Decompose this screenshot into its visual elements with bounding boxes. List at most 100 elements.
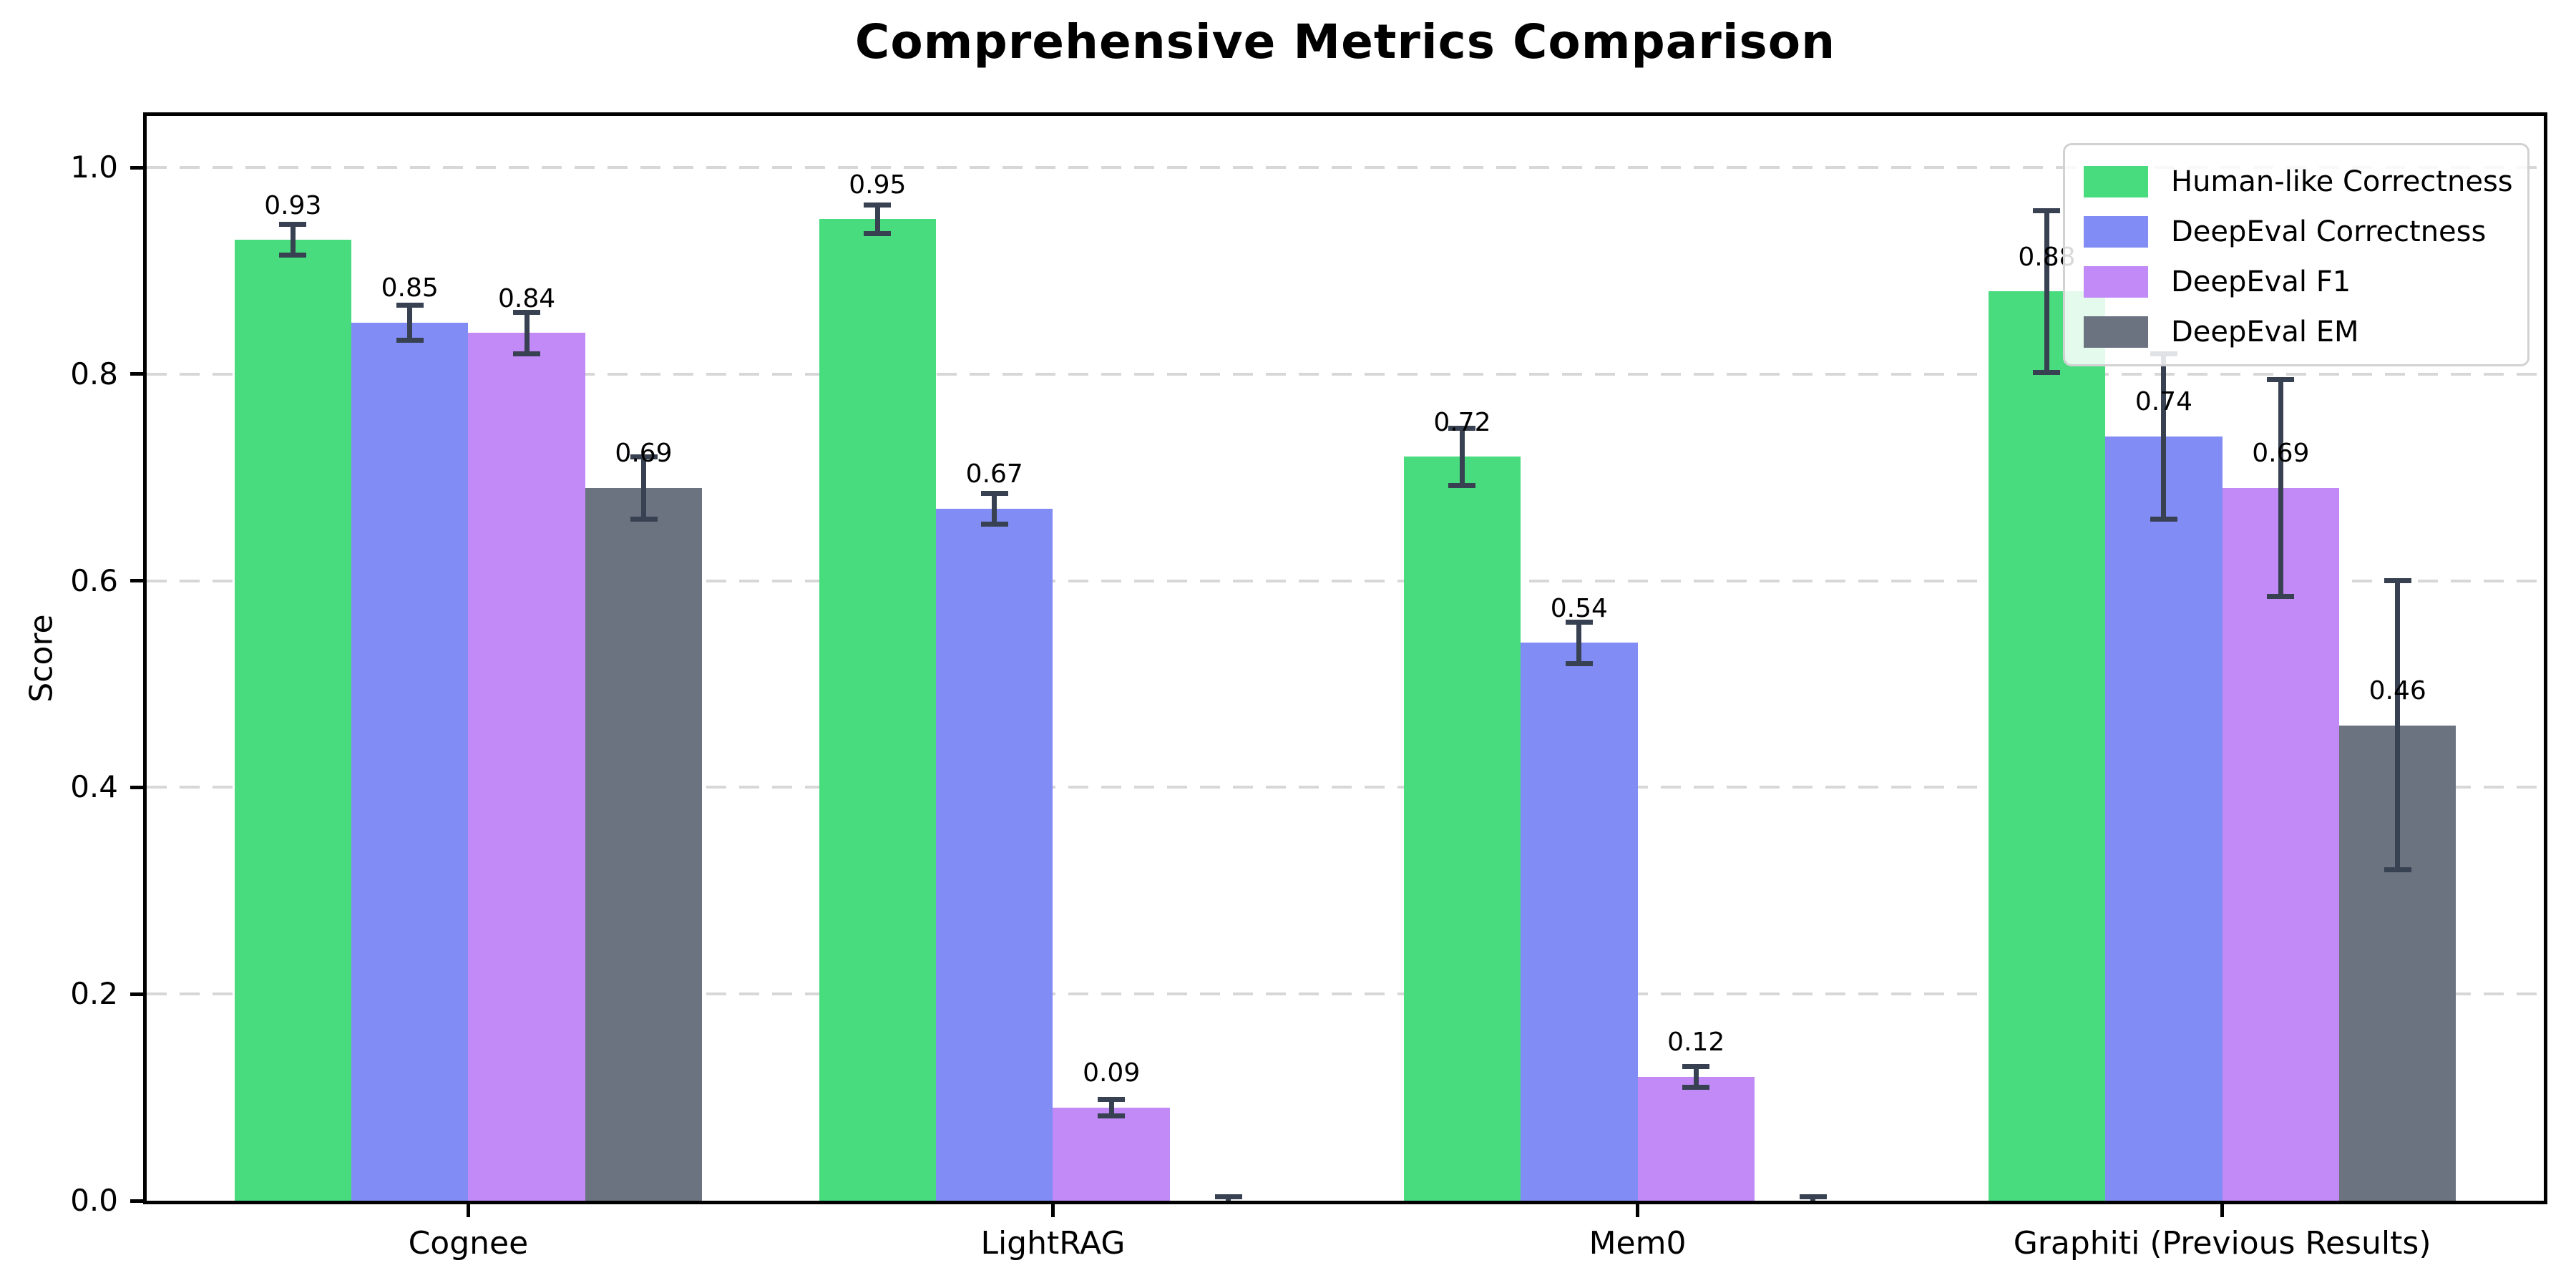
error-cap-bottom-lightrag-deepeval-correctness bbox=[980, 521, 1008, 527]
bar-cognee-deepeval-f1 bbox=[468, 333, 585, 1201]
error-cap-bottom-lightrag-human-like-correctness bbox=[864, 231, 892, 237]
x-tick-mark-graphiti-previous-results bbox=[2220, 1204, 2225, 1217]
error-bar-graphiti-previous-results-human-like-correctness bbox=[2044, 210, 2049, 373]
error-cap-bottom-mem0-human-like-correctness bbox=[1448, 483, 1476, 489]
bar-value-label: 0.95 bbox=[849, 170, 907, 200]
bar-value-label: 0.46 bbox=[2368, 676, 2426, 706]
error-bar-cognee-deepeval-correctness bbox=[407, 305, 413, 341]
error-bar-mem0-deepeval-f1 bbox=[1693, 1066, 1699, 1088]
bar-cognee-human-like-correctness bbox=[234, 240, 351, 1201]
y-tick-mark-1.0 bbox=[130, 165, 143, 170]
error-cap-top-lightrag-deepeval-f1 bbox=[1098, 1097, 1126, 1103]
bar-value-label: 0.84 bbox=[498, 283, 556, 313]
error-cap-top-mem0-deepeval-em bbox=[1799, 1194, 1827, 1199]
gridline-0.6 bbox=[147, 579, 2544, 582]
error-bar-graphiti-previous-results-deepeval-em bbox=[2395, 580, 2401, 870]
y-tick-label-0.0: 0.0 bbox=[70, 1183, 118, 1218]
error-cap-top-lightrag-deepeval-correctness bbox=[980, 490, 1008, 496]
bar-value-label: 0.93 bbox=[264, 190, 322, 220]
bar-lightrag-deepeval-correctness bbox=[936, 508, 1053, 1201]
bar-graphiti-previous-results-human-like-correctness bbox=[1988, 291, 2106, 1201]
error-cap-top-graphiti-previous-results-deepeval-f1 bbox=[2267, 376, 2295, 382]
error-cap-bottom-graphiti-previous-results-deepeval-correctness bbox=[2150, 516, 2177, 522]
error-bar-lightrag-human-like-correctness bbox=[874, 205, 880, 234]
y-tick-mark-0.2 bbox=[130, 992, 143, 996]
legend-item-human-like-correctness: Human-like Correctness bbox=[2084, 157, 2513, 207]
bar-lightrag-human-like-correctness bbox=[819, 219, 937, 1201]
bar-value-label: 0.12 bbox=[1667, 1028, 1725, 1058]
error-cap-top-mem0-deepeval-f1 bbox=[1682, 1063, 1710, 1069]
gridline-0.2 bbox=[147, 992, 2544, 996]
error-bar-graphiti-previous-results-deepeval-f1 bbox=[2278, 379, 2283, 597]
legend-label: Human-like Correctness bbox=[2171, 165, 2513, 198]
legend-label: DeepEval EM bbox=[2171, 316, 2359, 348]
error-cap-bottom-cognee-human-like-correctness bbox=[279, 253, 307, 258]
legend-item-deepeval-correctness: DeepEval Correctness bbox=[2084, 207, 2513, 257]
error-cap-top-cognee-deepeval-correctness bbox=[396, 302, 424, 308]
bar-mem0-human-like-correctness bbox=[1403, 457, 1521, 1201]
bar-value-label: 0.69 bbox=[615, 439, 673, 469]
y-axis-title: Score bbox=[23, 614, 60, 703]
error-cap-top-graphiti-previous-results-deepeval-em bbox=[2384, 578, 2411, 584]
error-bar-cognee-human-like-correctness bbox=[290, 224, 296, 255]
error-cap-bottom-cognee-deepeval-em bbox=[630, 516, 658, 522]
x-tick-label-graphiti-previous-results: Graphiti (Previous Results) bbox=[2013, 1225, 2431, 1262]
error-bar-cognee-deepeval-f1 bbox=[524, 312, 530, 354]
y-tick-label-1.0: 1.0 bbox=[70, 150, 118, 185]
error-cap-bottom-graphiti-previous-results-human-like-correctness bbox=[2033, 369, 2061, 375]
y-tick-label-0.4: 0.4 bbox=[70, 769, 118, 805]
error-cap-bottom-lightrag-deepeval-f1 bbox=[1098, 1113, 1126, 1119]
bar-value-label: 0.67 bbox=[965, 459, 1023, 489]
bar-value-label: 0.74 bbox=[2135, 386, 2192, 416]
legend-label: DeepEval F1 bbox=[2171, 265, 2351, 298]
plot-area: 0.93 0.95 0.72 0.88 0.85 0.67 0.54 0.74 0.84 0.09… bbox=[143, 112, 2547, 1204]
error-cap-bottom-mem0-deepeval-f1 bbox=[1682, 1084, 1710, 1090]
x-tick-label-lightrag: LightRAG bbox=[980, 1225, 1126, 1262]
gridline-1 bbox=[147, 166, 2544, 170]
error-bar-lightrag-deepeval-f1 bbox=[1108, 1099, 1114, 1116]
legend-swatch-human-like-correctness bbox=[2084, 166, 2148, 197]
legend-swatch-deepeval-f1 bbox=[2084, 266, 2148, 298]
y-tick-mark-0.4 bbox=[130, 785, 143, 789]
error-bar-mem0-deepeval-correctness bbox=[1576, 622, 1582, 664]
chart-title: Comprehensive Metrics Comparison bbox=[854, 14, 1836, 69]
error-cap-bottom-cognee-deepeval-correctness bbox=[396, 337, 424, 343]
y-tick-mark-0.0 bbox=[130, 1199, 143, 1203]
legend-swatch-deepeval-em bbox=[2084, 316, 2148, 348]
error-cap-top-cognee-human-like-correctness bbox=[279, 222, 307, 228]
legend-label: DeepEval Correctness bbox=[2171, 215, 2487, 248]
bar-value-label: 0.09 bbox=[1083, 1058, 1141, 1088]
y-tick-label-0.2: 0.2 bbox=[70, 976, 118, 1012]
bar-mem0-deepeval-correctness bbox=[1521, 643, 1638, 1201]
bar-value-label: 0.54 bbox=[1550, 593, 1608, 623]
bar-value-label: 0.85 bbox=[381, 273, 439, 303]
bar-mem0-deepeval-f1 bbox=[1637, 1076, 1755, 1201]
error-cap-top-cognee-deepeval-em bbox=[630, 454, 658, 459]
bar-lightrag-deepeval-f1 bbox=[1053, 1108, 1170, 1201]
error-bar-mem0-human-like-correctness bbox=[1459, 428, 1465, 486]
bar-value-label: 0.69 bbox=[2252, 439, 2310, 469]
x-tick-label-mem0: Mem0 bbox=[1589, 1225, 1687, 1262]
error-cap-top-lightrag-deepeval-em bbox=[1214, 1194, 1242, 1199]
error-cap-top-cognee-deepeval-f1 bbox=[513, 309, 541, 315]
x-tick-label-cognee: Cognee bbox=[408, 1225, 529, 1262]
legend: Human-like Correctness DeepEval Correctne… bbox=[2063, 143, 2529, 366]
bar-graphiti-previous-results-deepeval-correctness bbox=[2105, 436, 2223, 1201]
error-cap-bottom-mem0-deepeval-correctness bbox=[1565, 660, 1593, 666]
error-bar-cognee-deepeval-em bbox=[641, 457, 646, 519]
y-tick-label-0.8: 0.8 bbox=[70, 356, 118, 391]
legend-item-deepeval-f1: DeepEval F1 bbox=[2084, 257, 2513, 307]
y-tick-label-0.6: 0.6 bbox=[70, 562, 118, 598]
error-bar-graphiti-previous-results-deepeval-correctness bbox=[2161, 353, 2167, 519]
error-cap-bottom-cognee-deepeval-f1 bbox=[513, 351, 541, 356]
x-tick-mark-lightrag bbox=[1050, 1204, 1055, 1217]
error-cap-bottom-graphiti-previous-results-deepeval-f1 bbox=[2267, 593, 2295, 599]
y-tick-mark-0.6 bbox=[130, 579, 143, 583]
error-cap-top-lightrag-human-like-correctness bbox=[864, 202, 892, 208]
error-cap-top-mem0-human-like-correctness bbox=[1448, 425, 1476, 431]
bar-cognee-deepeval-em bbox=[585, 487, 703, 1201]
bar-value-label: 0.72 bbox=[1433, 407, 1491, 437]
bar-graphiti-previous-results-deepeval-f1 bbox=[2222, 487, 2340, 1201]
y-tick-mark-0.8 bbox=[130, 372, 143, 376]
gridline-0.4 bbox=[147, 786, 2544, 789]
